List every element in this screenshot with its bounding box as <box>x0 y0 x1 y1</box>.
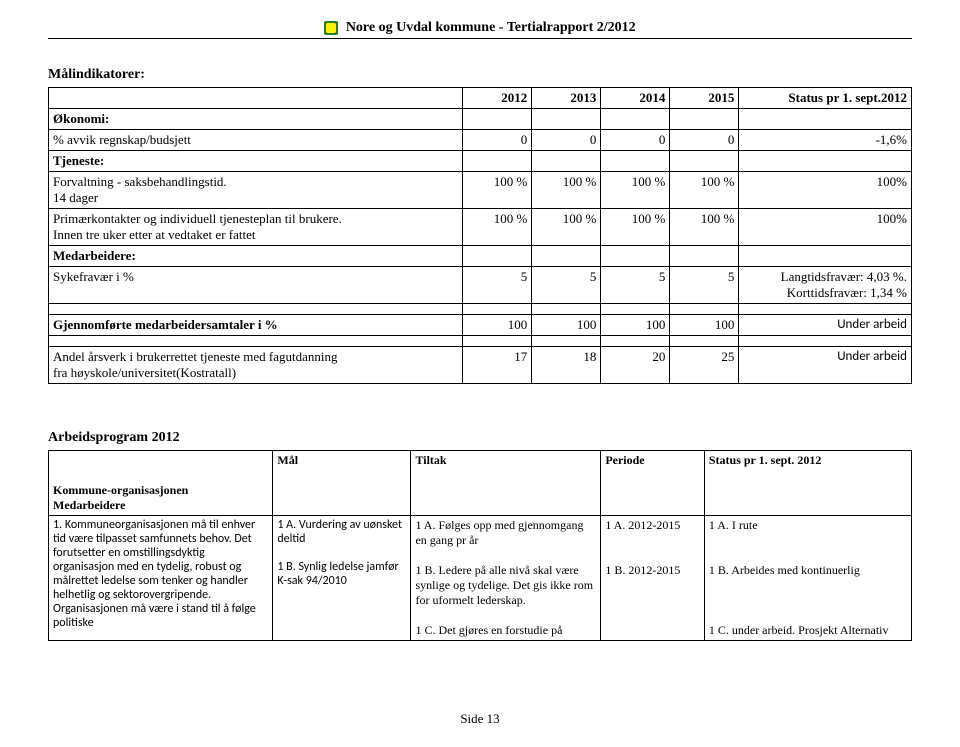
program-table: Kommune-organisasjonen Medarbeidere Mål … <box>48 450 912 641</box>
table-row: Økonomi: <box>49 109 912 130</box>
cell: 17 <box>463 347 532 384</box>
tjeneste-label: Tjeneste: <box>49 151 463 172</box>
logo-icon <box>324 21 338 35</box>
cell: 100 <box>463 315 532 336</box>
year-header: 2015 <box>670 88 739 109</box>
text: 1 A. 2012-2015 <box>605 518 680 532</box>
mal-header: Mål <box>273 451 411 516</box>
cell: 100 <box>670 315 739 336</box>
text: 1 B. Arbeides med kontinuerlig <box>709 563 860 577</box>
status-header: Status pr 1. sept. 2012 <box>704 451 911 516</box>
table-row <box>49 336 912 347</box>
cell: 0 <box>601 130 670 151</box>
table-row: Tjeneste: <box>49 151 912 172</box>
cell: -1,6% <box>739 130 912 151</box>
cell: 100 % <box>463 172 532 209</box>
andel-label: Andel årsverk i brukerrettet tjeneste me… <box>49 347 463 384</box>
page-header: Nore og Uvdal kommune - Tertialrapport 2… <box>48 20 912 39</box>
status-cell: 1 A. I rute 1 B. Arbeides med kontinuerl… <box>704 516 911 641</box>
cell: 18 <box>532 347 601 384</box>
cell: 100% <box>739 209 912 246</box>
text: Kommune-organisasjonen <box>53 483 188 497</box>
table-row: 2012 2013 2014 2015 Status pr 1. sept.20… <box>49 88 912 109</box>
cell: 0 <box>670 130 739 151</box>
indicators-table: 2012 2013 2014 2015 Status pr 1. sept.20… <box>48 87 912 384</box>
text: 1 C. Det gjøres en forstudie på <box>415 623 562 637</box>
cell: 100 % <box>670 209 739 246</box>
table-row: Sykefravær i % 5 5 5 5 Langtidsfravær: 4… <box>49 267 912 304</box>
text: Primærkontakter og individuell tjenestep… <box>53 211 342 226</box>
primaer-label: Primærkontakter og individuell tjenestep… <box>49 209 463 246</box>
table-row: Forvaltning - saksbehandlingstid. 14 dag… <box>49 172 912 209</box>
table-row: Primærkontakter og individuell tjenestep… <box>49 209 912 246</box>
cell: 100% <box>739 172 912 209</box>
text: Forvaltning - saksbehandlingstid. <box>53 174 227 189</box>
cell: Under arbeid <box>739 315 912 336</box>
cell: 100 % <box>601 172 670 209</box>
cell: 20 <box>601 347 670 384</box>
text: Andel årsverk i brukerrettet tjeneste me… <box>53 349 337 364</box>
table-row: Andel årsverk i brukerrettet tjeneste me… <box>49 347 912 384</box>
text: Medarbeidere <box>53 498 125 512</box>
table-row: % avvik regnskap/budsjett 0 0 0 0 -1,6% <box>49 130 912 151</box>
text: Korttidsfravær: 1,34 % <box>787 285 907 300</box>
table-row: Gjennomførte medarbeidersamtaler i % 100… <box>49 315 912 336</box>
header-title: Nore og Uvdal kommune - Tertialrapport 2… <box>346 20 636 35</box>
table-row <box>49 304 912 315</box>
cell: 100 % <box>532 172 601 209</box>
table-row: Medarbeidere: <box>49 246 912 267</box>
medarb-label: Medarbeidere: <box>49 246 463 267</box>
cell: 5 <box>532 267 601 304</box>
okonomi-label: Økonomi: <box>49 109 463 130</box>
mal-cell: 1 A. Vurdering av uønsket deltid 1 B. Sy… <box>273 516 411 641</box>
periode-cell: 1 A. 2012-2015 1 B. 2012-2015 <box>601 516 705 641</box>
text: fra høyskole/universitet(Kostratall) <box>53 365 236 380</box>
cell: 5 <box>670 267 739 304</box>
section-title-program: Arbeidsprogram 2012 <box>48 430 912 446</box>
cell: 5 <box>601 267 670 304</box>
cell: 25 <box>670 347 739 384</box>
text: 1 B. 2012-2015 <box>605 563 680 577</box>
cell: 100 % <box>463 209 532 246</box>
desc-cell: 1. Kommuneorganisasjonen må til enhver t… <box>49 516 273 641</box>
text: 1 A. I rute <box>709 518 758 532</box>
text: 1 C. under arbeid. Prosjekt Alternativ <box>709 623 889 637</box>
text: 1 B. Synlig ledelse jamfør K-sak 94/2010 <box>277 560 398 588</box>
forvaltning-label: Forvaltning - saksbehandlingstid. 14 dag… <box>49 172 463 209</box>
cell: 0 <box>463 130 532 151</box>
cell: 100 % <box>670 172 739 209</box>
cell: Under arbeid <box>739 347 912 384</box>
text: 1 A. Følges opp med gjennomgang en gang … <box>415 518 583 547</box>
cell: 100 <box>601 315 670 336</box>
status-header: Status pr 1. sept.2012 <box>739 88 912 109</box>
document-page: Nore og Uvdal kommune - Tertialrapport 2… <box>0 0 960 747</box>
avvik-label: % avvik regnskap/budsjett <box>49 130 463 151</box>
cell: 100 % <box>532 209 601 246</box>
text: 14 dager <box>53 190 98 205</box>
gjennom-label: Gjennomførte medarbeidersamtaler i % <box>49 315 463 336</box>
periode-header: Periode <box>601 451 705 516</box>
tiltak-header: Tiltak <box>411 451 601 516</box>
syke-label: Sykefravær i % <box>49 267 463 304</box>
year-header: 2014 <box>601 88 670 109</box>
text: 1 A. Vurdering av uønsket deltid <box>277 518 402 546</box>
tiltak-cell: 1 A. Følges opp med gjennomgang en gang … <box>411 516 601 641</box>
table-row: 1. Kommuneorganisasjonen må til enhver t… <box>49 516 912 641</box>
cell: 0 <box>532 130 601 151</box>
syke-status: Langtidsfravær: 4,03 %. Korttidsfravær: … <box>739 267 912 304</box>
year-header: 2013 <box>532 88 601 109</box>
cell: 100 <box>532 315 601 336</box>
cell: 5 <box>463 267 532 304</box>
text: Innen tre uker etter at vedtaket er fatt… <box>53 227 255 242</box>
text: 1 B. Ledere på alle nivå skal være synli… <box>415 563 593 607</box>
page-footer: Side 13 <box>48 711 912 727</box>
section-title-indicators: Målindikatorer: <box>48 67 912 83</box>
text: Langtidsfravær: 4,03 %. <box>781 269 907 284</box>
year-header: 2012 <box>463 88 532 109</box>
cell: 100 % <box>601 209 670 246</box>
table-row: Kommune-organisasjonen Medarbeidere Mål … <box>49 451 912 516</box>
org-header: Kommune-organisasjonen Medarbeidere <box>49 451 273 516</box>
